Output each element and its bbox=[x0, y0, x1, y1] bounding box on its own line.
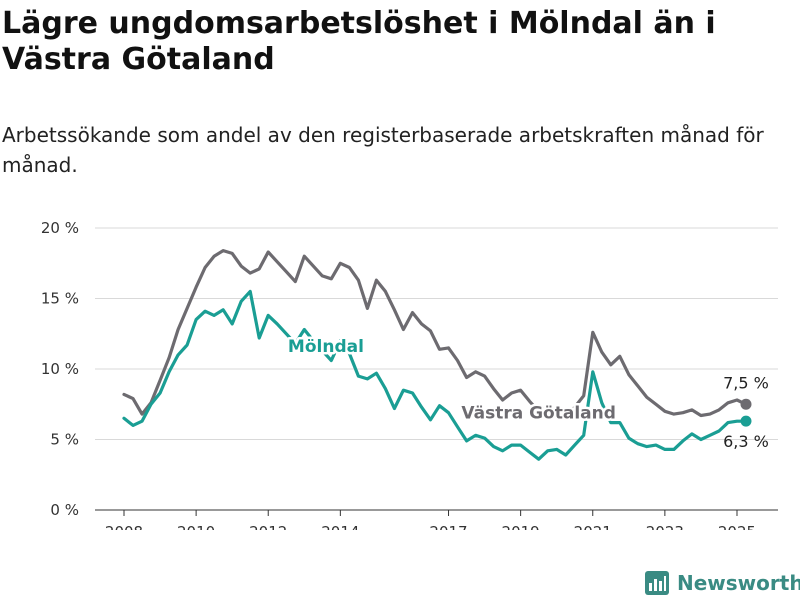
series-end-label: 7,5 % bbox=[723, 373, 769, 392]
y-tick-label: 10 % bbox=[41, 360, 79, 378]
y-tick-label: 20 % bbox=[41, 219, 79, 237]
brand-name: Newsworthy bbox=[677, 571, 800, 595]
chart-title: Lägre ungdomsarbetslöshet i Mölndal än i… bbox=[2, 6, 716, 77]
x-tick-label: 2017 bbox=[429, 523, 467, 530]
series-end-point bbox=[740, 398, 752, 410]
chart-subtitle: Arbetssökande som andel av den registerb… bbox=[2, 123, 764, 177]
y-tick-label: 5 % bbox=[50, 431, 79, 449]
x-tick-label: 2023 bbox=[646, 523, 684, 530]
bar-chart-logo-icon bbox=[645, 571, 669, 595]
x-tick-label: 2021 bbox=[574, 523, 612, 530]
y-tick-label: 15 % bbox=[41, 290, 79, 308]
x-tick-label: 2014 bbox=[321, 523, 359, 530]
series-end-label: 6,3 % bbox=[723, 432, 769, 451]
series-label: Västra Götaland bbox=[461, 403, 616, 423]
x-tick-label: 2019 bbox=[502, 523, 540, 530]
x-tick-label: 2012 bbox=[249, 523, 287, 530]
x-tick-label: 2025 bbox=[718, 523, 756, 530]
brand-logo: Newsworthy bbox=[645, 568, 800, 598]
x-tick-label: 2008 bbox=[105, 523, 143, 530]
series-line-v-stra-g-taland bbox=[122, 249, 748, 420]
line-chart: 0 % 5 % 10 % 15 % 20 % 2008 2010 2012 2014 2017 20… bbox=[41, 219, 778, 530]
series-end-point bbox=[740, 415, 752, 427]
x-tick-label: 2010 bbox=[177, 523, 215, 530]
series-line-m-lndal bbox=[122, 289, 748, 461]
series-label: Mölndal bbox=[288, 337, 364, 357]
y-tick-label: 0 % bbox=[50, 501, 79, 519]
